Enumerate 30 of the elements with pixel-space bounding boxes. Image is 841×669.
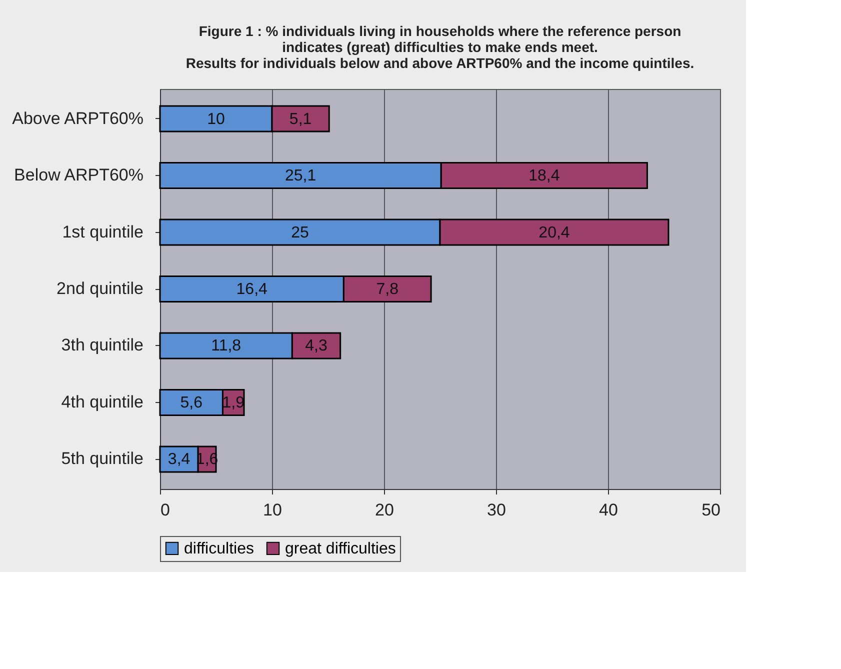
x-tick-label: 20 [375,500,394,520]
text: Results for individuals below and above ARTP60% and the income quintiles. [186,55,694,71]
data-label: 5,6 [180,394,203,412]
data-label: 3,4 [168,451,190,468]
data-label: 20,4 [538,224,570,242]
y-tick-label: Below ARPT60% [14,166,144,185]
y-tick-label: 1st quintile [62,222,144,242]
data-label: 4,3 [305,338,328,355]
x-tick-label: 40 [599,500,618,520]
x-tick-label: 10 [263,500,282,520]
y-tick-label: 3th quintile [61,336,144,355]
text: Figure 1 : % individuals living in households where the reference person [198,23,682,39]
data-label: 25 [291,224,309,242]
data-label: 16,4 [236,281,268,298]
data-label: 11,8 [211,338,242,355]
data-label: 25,1 [284,168,316,185]
legend-label: great difficulties [285,540,396,558]
data-label: 10 [207,110,225,128]
y-tick-label: 5th quintile [61,449,144,468]
data-label: 7,8 [376,281,399,298]
x-tick-label: 50 [702,500,720,520]
x-tick-label: 30 [487,500,506,520]
y-tick-label: 2nd quintile [56,279,144,298]
data-label: 5,1 [289,110,312,128]
text: indicates (great) difficulties to make ends meet. [282,39,598,55]
x-tick-label: 0 [160,500,170,520]
legend-label: difficulties [184,540,254,558]
data-label: 18,4 [528,168,560,185]
y-tick-label: 4th quintile [61,392,144,412]
y-tick-label: Above ARPT60% [12,108,144,128]
